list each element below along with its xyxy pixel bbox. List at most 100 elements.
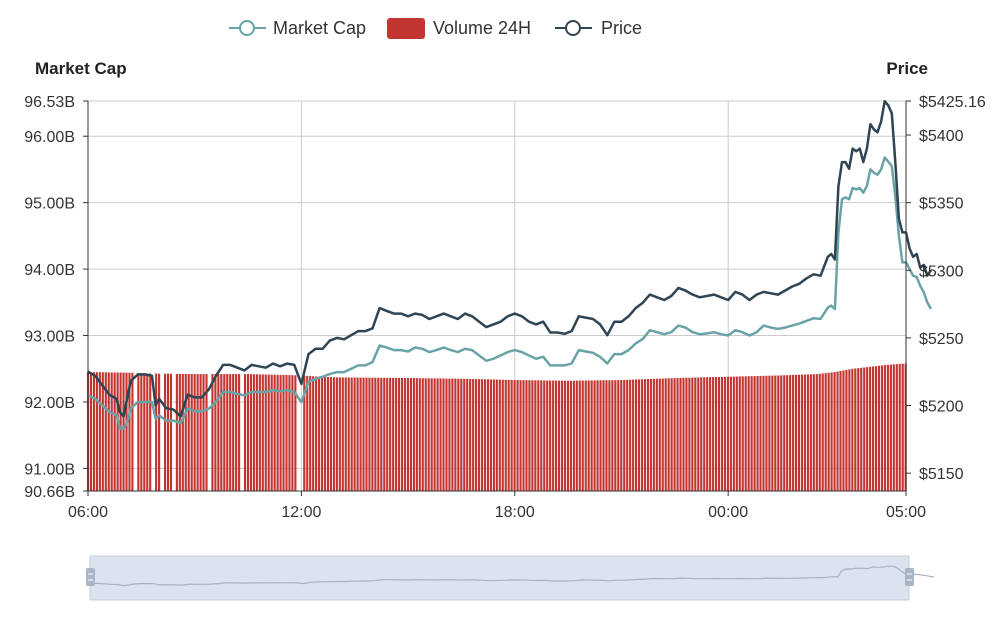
volume-bar-49 [229,374,232,491]
volume-bar-147 [519,380,522,491]
legend-item-volume[interactable]: Volume 24H [387,18,531,39]
volume-bar-151 [531,380,534,491]
volume-bar-12 [119,372,122,491]
volume-bar-173 [596,380,599,491]
volume-bar-6 [101,372,104,491]
volume-bar-155 [543,380,546,491]
zoom-handle-right[interactable] [905,568,914,586]
volume-bar-120 [439,378,442,491]
volume-bar-5 [98,372,101,491]
right-tick-label-4: $5350 [919,196,964,213]
volume-bar-127 [460,378,463,491]
volume-bar-27 [163,373,167,491]
volume-bar-175 [602,380,605,491]
legend-item-price[interactable]: Price [555,18,642,38]
volume-bar-89 [347,377,350,491]
volume-bar-210 [706,377,709,491]
volume-bar-43 [211,374,214,491]
x-tick-label-2: 18:00 [495,504,535,521]
volume-bar-172 [593,380,596,491]
zoom-handle-left[interactable] [86,568,95,586]
volume-bar-146 [516,380,519,491]
volume-bar-67 [282,374,285,491]
volume-bar-92 [356,377,359,491]
volume-bar-202 [682,377,685,491]
volume-bar-160 [557,380,561,491]
volume-bar-162 [563,380,567,491]
volume-bar-204 [688,377,691,491]
volume-bar-76 [309,376,312,491]
volume-bar-40 [202,374,205,491]
volume-bar-48 [226,374,229,491]
volume-bar-266 [872,366,875,491]
volume-bar-254 [836,371,839,491]
volume-bar-214 [717,376,721,491]
volume-bar-193 [655,378,658,491]
zoom-preview-line [89,565,934,587]
volume-bar-41 [205,374,208,491]
volume-bar-230 [765,375,768,491]
volume-bar-83 [329,377,332,491]
volume-bar-255 [839,371,842,491]
volume-bar-197 [667,378,670,491]
volume-bar-112 [415,378,418,491]
volume-bar-124 [451,378,454,491]
volume-bar-132 [475,379,478,491]
legend-label-market-cap: Market Cap [273,18,366,38]
volume-bar-263 [863,367,866,491]
volume-bar-186 [635,379,638,491]
volume-bar-152 [534,380,537,491]
volume-bar-265 [869,366,872,491]
volume-bar-232 [771,375,774,491]
volume-bar-213 [715,377,718,491]
volume-bar-116 [427,378,430,491]
volume-bar-166 [575,380,578,491]
volume-bar-180 [617,380,620,491]
data-zoom-slider[interactable] [86,555,934,601]
volume-bar-115 [424,378,427,491]
volume-bar-18 [137,373,140,491]
volume-bar-118 [433,378,436,491]
volume-bar-87 [341,377,344,491]
volume-bar-113 [418,378,421,491]
volume-bar-54 [243,374,247,491]
volume-bar-10 [113,372,116,491]
volume-bar-220 [735,376,738,491]
left-tick-label-1: 91.00B [24,461,75,478]
volume-bar-94 [362,377,365,491]
volume-bar-198 [670,378,673,491]
series-line-price [87,99,932,418]
volume-bar-236 [783,375,786,491]
left-axis-name: Market Cap [35,59,127,78]
volume-bar-80 [320,376,324,491]
volume-bar-189 [643,379,647,491]
legend-item-market-cap[interactable]: Market Cap [229,18,366,38]
right-tick-label-0: $5150 [919,466,964,483]
volume-bar-61 [264,374,267,491]
volume-bar-101 [383,377,386,491]
volume-bar-11 [116,372,119,491]
volume-bar-36 [190,374,193,491]
volume-bar-143 [507,379,510,491]
volume-bar-62 [267,374,270,491]
volume-bar-272 [889,364,892,491]
volume-bar-98 [374,377,377,491]
volume-bar-121 [442,378,445,491]
volume-bar-47 [223,374,226,491]
volume-bar-200 [676,377,679,491]
volume-bar-228 [759,375,762,491]
volume-bar-4 [95,372,98,491]
right-axis-name: Price [886,59,928,78]
volume-bar-174 [599,380,602,491]
volume-bar-178 [611,380,614,491]
volume-bar-170 [587,380,590,491]
volume-bar-20 [143,373,146,491]
volume-bar-259 [851,368,854,491]
volume-bar-222 [741,376,744,491]
volume-bar-123 [448,378,451,491]
volume-bar-260 [854,368,857,491]
volume-bar-190 [646,379,649,491]
volume-bar-157 [549,380,552,491]
volume-bar-240 [794,374,798,491]
volume-bar-276 [901,363,904,491]
